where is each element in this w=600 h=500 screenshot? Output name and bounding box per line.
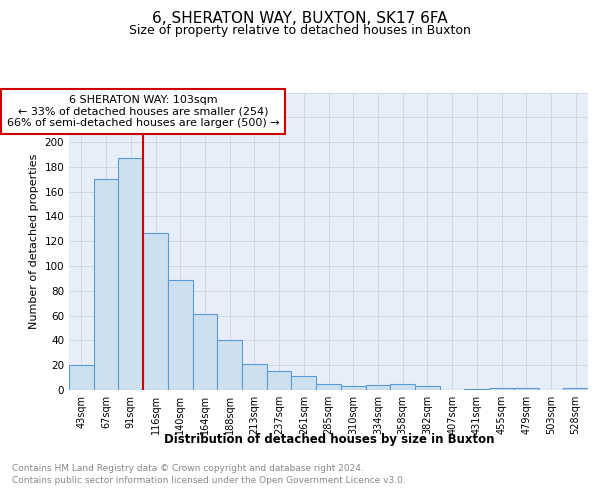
- Bar: [292, 376, 316, 390]
- Text: Contains HM Land Registry data © Crown copyright and database right 2024.: Contains HM Land Registry data © Crown c…: [12, 464, 364, 473]
- Y-axis label: Number of detached properties: Number of detached properties: [29, 154, 39, 329]
- Bar: [69, 365, 94, 390]
- Bar: [489, 388, 514, 390]
- Bar: [390, 384, 415, 390]
- Text: 6, SHERATON WAY, BUXTON, SK17 6FA: 6, SHERATON WAY, BUXTON, SK17 6FA: [152, 11, 448, 26]
- Bar: [563, 388, 588, 390]
- Bar: [267, 372, 292, 390]
- Bar: [365, 385, 390, 390]
- Bar: [242, 364, 267, 390]
- Text: 6 SHERATON WAY: 103sqm
← 33% of detached houses are smaller (254)
66% of semi-de: 6 SHERATON WAY: 103sqm ← 33% of detached…: [7, 95, 280, 128]
- Bar: [341, 386, 365, 390]
- Bar: [143, 232, 168, 390]
- Bar: [168, 280, 193, 390]
- Bar: [94, 180, 118, 390]
- Text: Contains public sector information licensed under the Open Government Licence v3: Contains public sector information licen…: [12, 476, 406, 485]
- Bar: [193, 314, 217, 390]
- Text: Distribution of detached houses by size in Buxton: Distribution of detached houses by size …: [164, 432, 494, 446]
- Bar: [514, 388, 539, 390]
- Bar: [217, 340, 242, 390]
- Bar: [316, 384, 341, 390]
- Bar: [118, 158, 143, 390]
- Bar: [464, 389, 489, 390]
- Bar: [415, 386, 440, 390]
- Text: Size of property relative to detached houses in Buxton: Size of property relative to detached ho…: [129, 24, 471, 37]
